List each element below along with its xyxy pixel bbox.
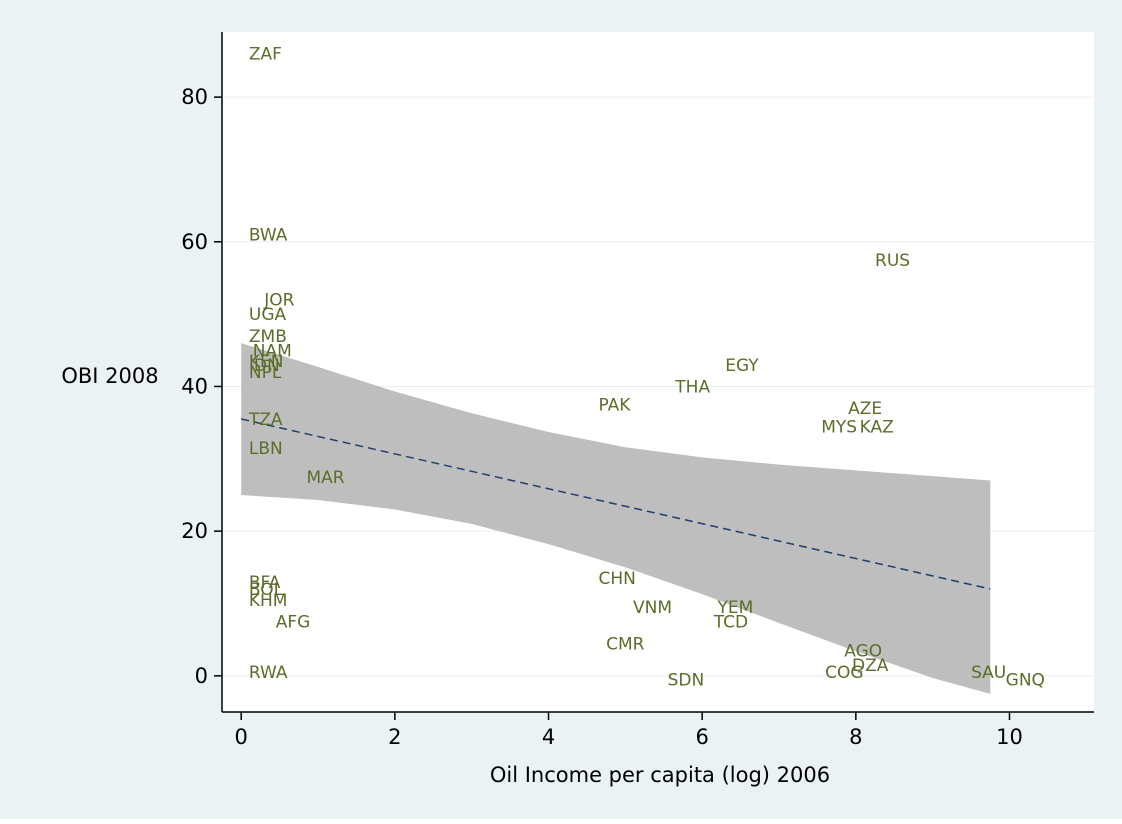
point-label-mar: MAR — [307, 468, 345, 488]
point-label-lbn: LBN — [249, 439, 283, 459]
fit-line — [241, 418, 991, 590]
point-label-mys: MYS — [821, 417, 857, 437]
point-label-tza: TZA — [248, 410, 283, 430]
x-axis-title: Oil Income per capita (log) 2006 — [490, 763, 830, 787]
x-tick-label-4: 4 — [542, 725, 555, 749]
point-label-rus: RUS — [875, 251, 910, 271]
y-tick-label-20: 20 — [181, 519, 208, 543]
point-label-bol: BOL — [249, 580, 284, 600]
point-label-kaz: KAZ — [860, 417, 894, 437]
point-label-jor: JOR — [263, 291, 294, 311]
y-axis-title: OBI 2008 — [61, 364, 158, 388]
point-label-ago: AGO — [844, 642, 882, 662]
point-label-pak: PAK — [598, 396, 631, 416]
point-label-egy: EGY — [725, 356, 759, 376]
confidence-band-layer — [241, 343, 991, 694]
point-label-cmr: CMR — [606, 634, 645, 654]
point-label-bfa: BFA — [249, 573, 281, 593]
point-label-uga: UGA — [249, 305, 287, 325]
fit-line-layer — [241, 418, 991, 590]
point-label-afg: AFG — [276, 613, 311, 633]
point-label-yem: YEM — [717, 598, 754, 618]
point-label-zaf: ZAF — [249, 45, 282, 65]
y-tick-label-80: 80 — [181, 85, 208, 109]
point-label-nam: NAM — [253, 341, 292, 361]
point-label-npl: NPL — [249, 363, 282, 383]
point-label-cog: COG — [825, 663, 863, 683]
point-label-chn: CHN — [598, 569, 635, 589]
x-tick-label-0: 0 — [235, 725, 248, 749]
point-label-idn: IDN — [249, 356, 280, 376]
point-label-tcd: TCD — [713, 613, 748, 633]
point-label-sau: SAU — [971, 663, 1006, 683]
point-label-dza: DZA — [852, 656, 889, 676]
y-tick-label-60: 60 — [181, 230, 208, 254]
x-tick-label-8: 8 — [849, 725, 862, 749]
point-label-vnm: VNM — [633, 598, 672, 618]
point-label-sdn: SDN — [668, 670, 705, 690]
y-tick-label-0: 0 — [195, 664, 208, 688]
axes: 0 20 40 60 80 0 2 4 6 8 10 — [181, 32, 1094, 749]
x-tick-label-6: 6 — [695, 725, 708, 749]
point-label-bwa: BWA — [249, 226, 288, 246]
point-label-aze: AZE — [848, 399, 882, 419]
x-tick-label-2: 2 — [388, 725, 401, 749]
point-label-zmb: ZMB — [249, 327, 287, 347]
y-tick-label-40: 40 — [181, 374, 208, 398]
confidence-band — [241, 343, 991, 694]
x-tick-label-10: 10 — [996, 725, 1023, 749]
point-label-tha: THA — [674, 377, 710, 397]
point-label-gnq: GNQ — [1006, 670, 1045, 690]
point-label-khm: KHM — [249, 591, 288, 611]
point-label-ken: KEN — [249, 352, 284, 372]
point-label-rwa: RWA — [249, 663, 288, 683]
